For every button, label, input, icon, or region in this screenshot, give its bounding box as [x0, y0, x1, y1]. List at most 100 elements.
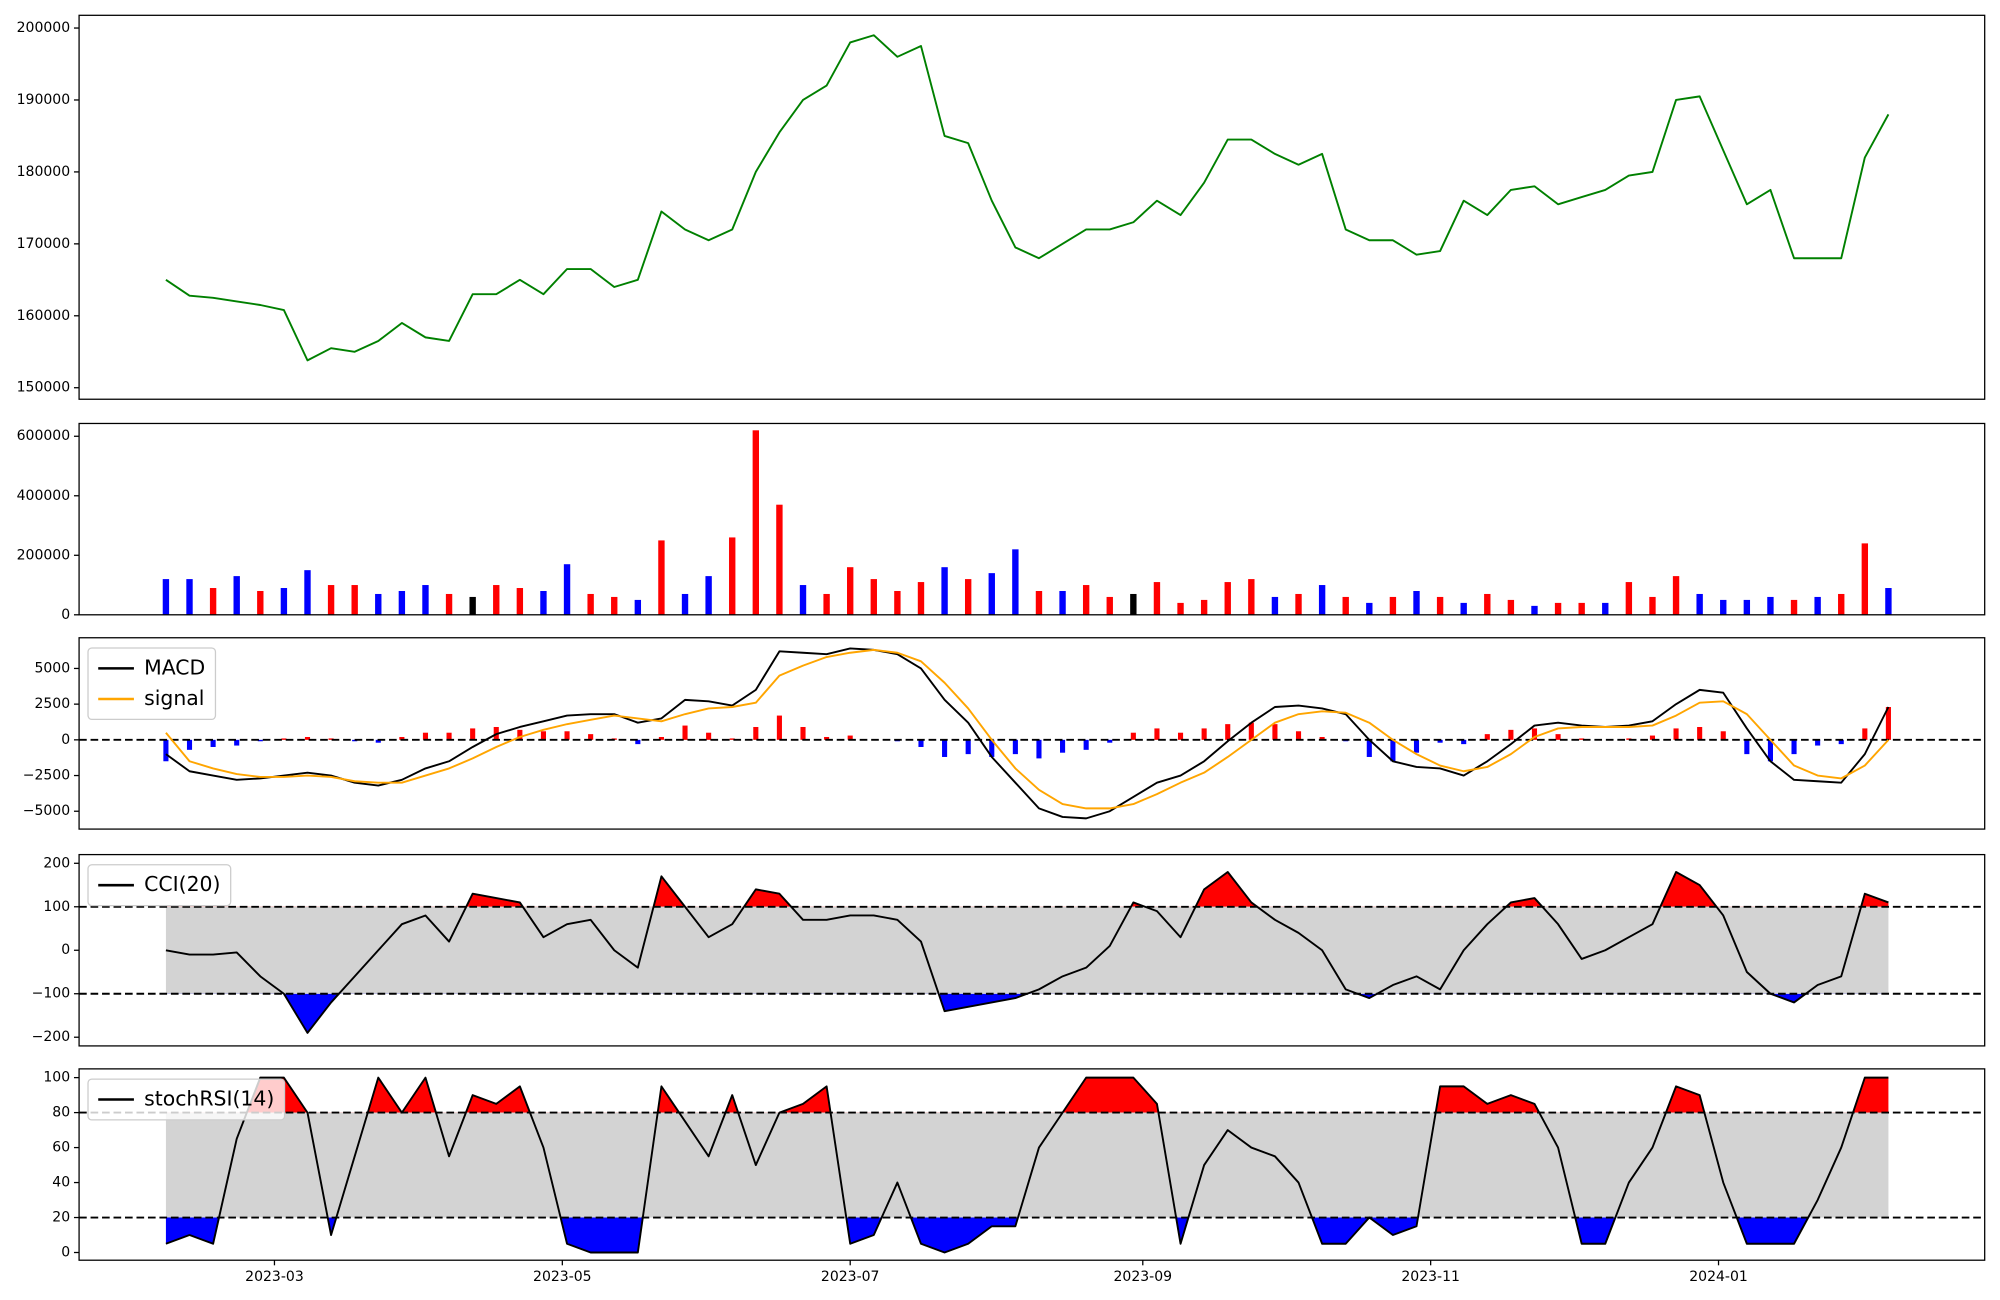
histogram-bar [517, 729, 523, 740]
legend-label: stochRSI(14) [144, 1086, 274, 1110]
y-tick-label: −100 [32, 986, 71, 1002]
y-tick-label: 60 [52, 1140, 70, 1156]
histogram-bar [918, 739, 924, 747]
histogram-bar [470, 728, 476, 740]
histogram-bar [1815, 739, 1821, 746]
histogram-bar [776, 715, 782, 740]
histogram-bar [281, 738, 287, 740]
bar [1838, 593, 1845, 615]
histogram-bar [1767, 739, 1773, 762]
histogram-bar [1484, 734, 1490, 740]
histogram-bar [729, 738, 735, 740]
overbought-fill [246, 1077, 1889, 1113]
bar [1224, 582, 1231, 615]
bar [988, 573, 995, 615]
y-tick-label: 100 [43, 1070, 70, 1086]
histogram-bar [1107, 739, 1113, 743]
histogram-bar [1531, 728, 1538, 740]
bar [964, 579, 972, 615]
histogram-bar [1248, 722, 1254, 740]
histogram-bar [753, 726, 759, 740]
histogram-bar [942, 739, 948, 757]
line [165, 1076, 1889, 1254]
y-tick-label: 600000 [17, 428, 71, 444]
bar [1012, 549, 1019, 615]
bar [1743, 599, 1751, 615]
bar [1248, 579, 1255, 615]
x-tick-label: 2024-01 [1689, 1269, 1748, 1285]
bar [398, 590, 406, 615]
y-tick-label: 150000 [17, 380, 71, 396]
bar [257, 590, 264, 615]
y-tick-label: 200000 [17, 20, 71, 36]
bar [422, 585, 429, 615]
bar [1059, 590, 1066, 615]
bar [209, 588, 217, 615]
x-tick-label: 2023-09 [1114, 1269, 1173, 1285]
y-tick-label: 0 [61, 732, 70, 748]
histogram-bar [210, 739, 216, 747]
histogram-bar [1319, 736, 1325, 740]
axes-frame [78, 422, 1986, 616]
y-tick-label: 200 [43, 855, 70, 871]
plot-area [79, 647, 1985, 820]
histogram-bar [1390, 739, 1396, 762]
y-tick-label: 80 [52, 1105, 70, 1121]
bar [1531, 605, 1538, 615]
bar [1767, 596, 1774, 615]
bar [563, 564, 571, 615]
bar [1649, 596, 1656, 615]
bar [847, 567, 854, 615]
histogram-bar [824, 736, 830, 740]
bar [1790, 599, 1798, 615]
line [165, 648, 1890, 810]
bar [1318, 585, 1326, 615]
y-tick-label: 200000 [17, 547, 71, 563]
y-tick-label: 0 [61, 942, 70, 958]
legend-label: signal [144, 686, 204, 710]
bar [823, 593, 830, 615]
bar [941, 567, 948, 615]
bar [445, 593, 453, 615]
histogram-bar [847, 735, 853, 740]
histogram-bar [1177, 732, 1184, 740]
y-tick-label: 0 [61, 607, 70, 623]
plot-area [79, 871, 1985, 1034]
histogram-bar [1413, 739, 1420, 753]
bar [1814, 596, 1821, 615]
axes-frame [78, 1068, 1986, 1261]
y-tick-label: 180000 [17, 164, 71, 180]
plot-area [162, 430, 1892, 615]
histogram-bar [1012, 739, 1018, 755]
bar [917, 582, 925, 615]
bar [752, 430, 760, 615]
bar [894, 590, 901, 615]
histogram-bar [1744, 739, 1750, 755]
histogram-bar [1083, 739, 1089, 750]
y-tick-label: 40 [52, 1175, 70, 1191]
bar [1271, 596, 1279, 615]
bar [776, 504, 783, 615]
bar [1554, 602, 1562, 615]
histogram-bar [564, 731, 570, 740]
histogram-bar [186, 739, 193, 750]
y-tick-label: −5000 [23, 803, 70, 819]
histogram-bar [1673, 728, 1679, 740]
histogram-bar [965, 739, 971, 755]
histogram-bar [1154, 728, 1160, 740]
bar [1106, 596, 1113, 615]
histogram-bar [1555, 734, 1561, 740]
y-tick-label: −200 [32, 1029, 71, 1045]
histogram-bar [989, 739, 995, 757]
bar [1460, 602, 1467, 615]
bar [870, 579, 877, 615]
bar [280, 588, 288, 615]
legend-box [87, 1078, 286, 1121]
histogram-bar [1649, 735, 1656, 740]
bar [469, 596, 476, 615]
bar [1602, 602, 1609, 615]
bar [375, 593, 382, 615]
neutral-band [165, 1112, 1889, 1218]
bar [233, 576, 240, 615]
bar [705, 576, 712, 615]
